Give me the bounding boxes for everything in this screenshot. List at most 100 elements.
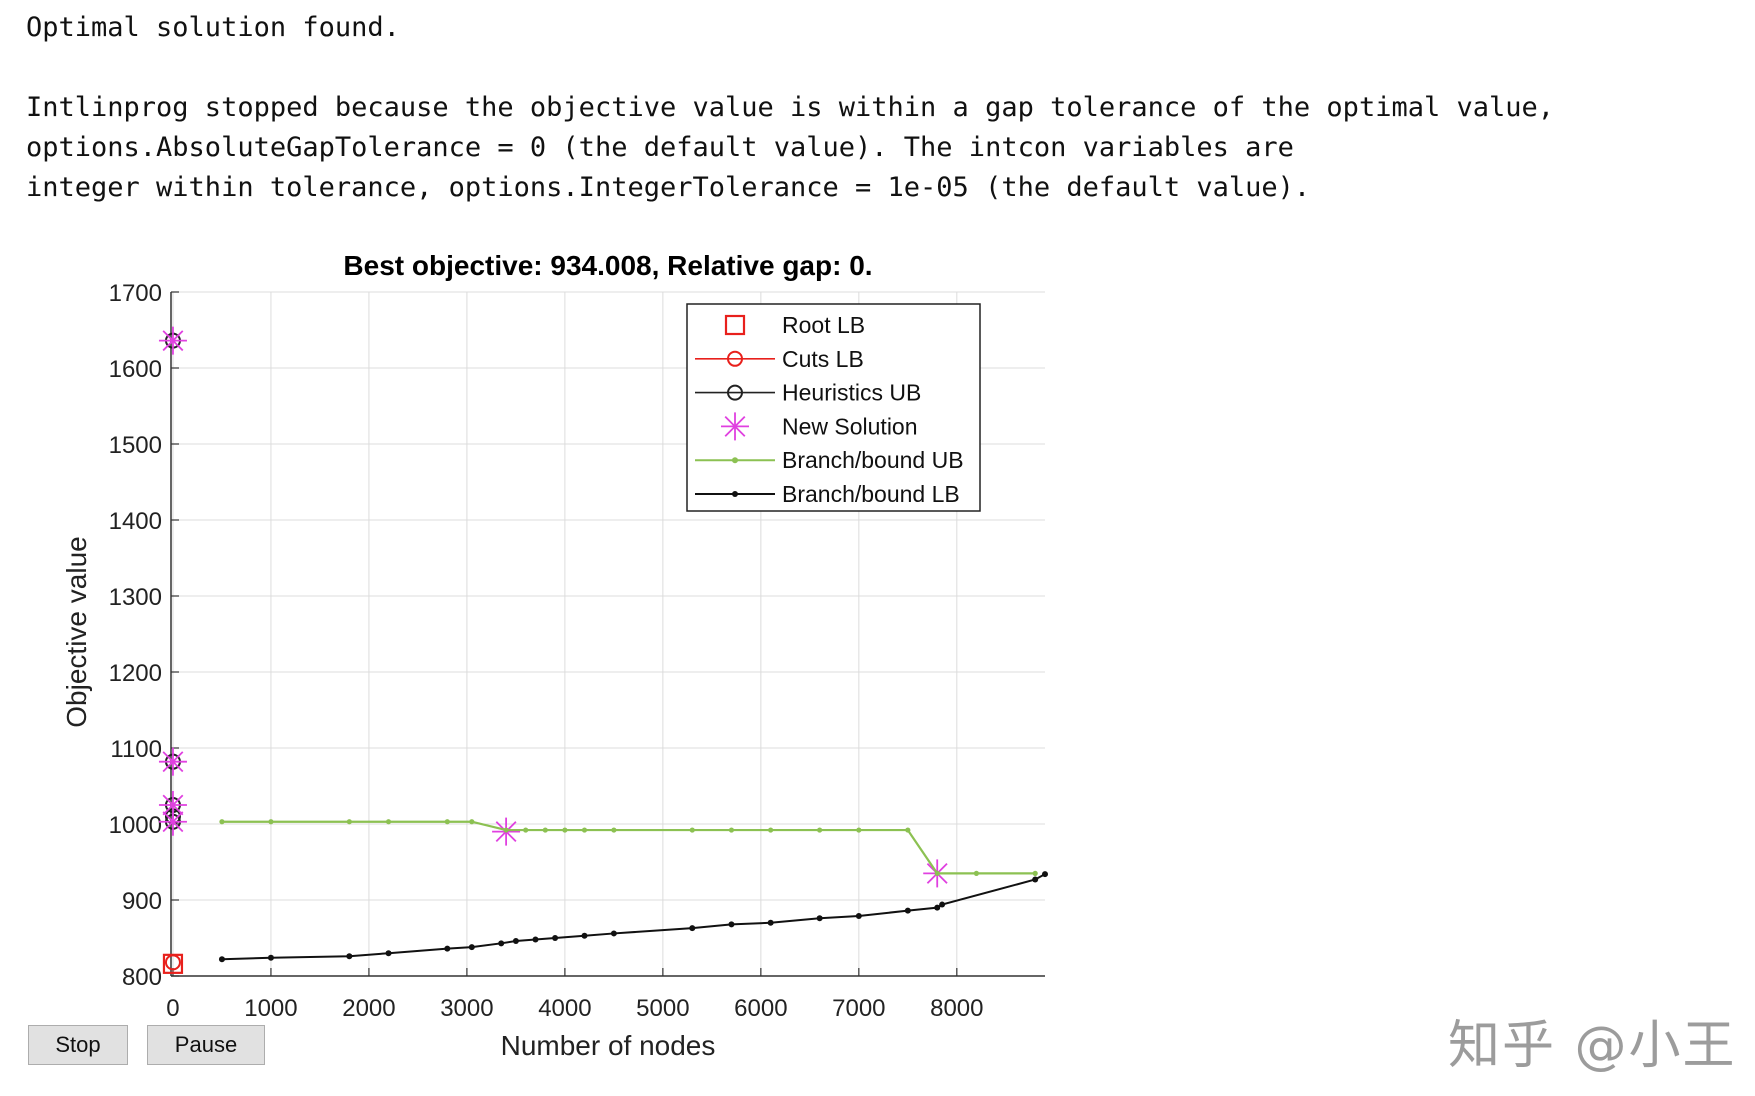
series-branch-bound-ub-point xyxy=(523,827,529,833)
y-tick-label: 1400 xyxy=(109,508,162,535)
legend-entry: Branch/bound UB xyxy=(695,447,964,473)
legend-entry: New Solution xyxy=(721,412,918,441)
optimization-plot: 0 1000 2000 3000 4000 5000 6000 7000 8000 800 900 1… xyxy=(0,230,1100,1080)
y-tick-label: 1500 xyxy=(109,432,162,459)
series xyxy=(158,326,1048,974)
message-line-1: Intlinprog stopped because the objective… xyxy=(26,92,1555,123)
series-branch-bound-ub-point xyxy=(934,870,940,877)
series-branch-bound-lb-point xyxy=(267,954,274,961)
series-branch-bound-lb-point xyxy=(610,930,617,937)
legend-label: Root LB xyxy=(782,312,865,338)
y-tick-label: 1100 xyxy=(110,736,162,763)
series-branch-bound-ub-point xyxy=(581,827,588,833)
series-branch-bound-lb-point xyxy=(552,935,559,941)
series-branch-bound-lb xyxy=(218,871,1048,963)
series-branch-bound-lb-point xyxy=(904,907,911,914)
series-branch-bound-ub-point xyxy=(611,827,617,833)
message-line-2: options.AbsoluteGapTolerance = 0 (the de… xyxy=(26,132,1294,163)
y-axis-label: Objective value xyxy=(61,536,92,727)
chart-title: Best objective: 934.008, Relative gap: 0… xyxy=(343,250,872,281)
status-line: Optimal solution found. xyxy=(26,12,400,43)
series-branch-bound-ub-point xyxy=(503,827,509,833)
series-branch-bound-lb-point xyxy=(512,938,519,945)
legend-swatch-point xyxy=(732,491,738,497)
series-branch-bound-lb-line xyxy=(221,873,1046,961)
pause-button[interactable]: Pause xyxy=(147,1025,265,1065)
legend-box xyxy=(686,303,981,512)
y-tick-label: 1700 xyxy=(109,280,162,307)
series-branch-bound-lb-point xyxy=(689,925,696,932)
legend-label: New Solution xyxy=(782,413,918,439)
legend-entry: Branch/bound LB xyxy=(695,481,960,507)
x-tick-label: 8000 xyxy=(930,995,983,1022)
x-tick-label: 2000 xyxy=(342,995,395,1022)
series-branch-bound-ub-point xyxy=(817,827,823,833)
series-branch-bound-lb-point xyxy=(498,940,505,947)
x-axis-label: Number of nodes xyxy=(501,1030,716,1061)
series-branch-bound-lb-point xyxy=(468,944,475,951)
legend-entry: Root LB xyxy=(724,312,865,338)
series-new-solution-point xyxy=(158,791,187,819)
series-branch-bound-ub-point xyxy=(905,827,911,833)
series-branch-bound-lb-point xyxy=(346,953,353,960)
x-tick-label: 6000 xyxy=(734,995,787,1022)
legend-entry: Cuts LB xyxy=(695,346,864,372)
series-branch-bound-ub-point xyxy=(444,819,450,825)
axes: 0 1000 2000 3000 4000 5000 6000 7000 8000 800 900 1… xyxy=(109,280,1045,1022)
series-branch-bound-lb-point xyxy=(218,956,225,963)
legend-label: Heuristics UB xyxy=(782,380,921,406)
series-new-solution-point xyxy=(158,807,187,836)
series-branch-bound-lb-point xyxy=(767,919,774,926)
legend-label: Branch/bound LB xyxy=(782,481,960,507)
series-branch-bound-ub-point xyxy=(542,827,548,833)
y-tick-label: 1000 xyxy=(109,812,162,839)
series-branch-bound-lb-point xyxy=(1042,871,1048,878)
blank-line xyxy=(26,48,1626,88)
series-branch-bound-lb-point xyxy=(939,901,946,908)
legend-swatch-marker xyxy=(727,350,743,367)
x-tick-label: 5000 xyxy=(636,995,689,1022)
series-branch-bound-lb-point xyxy=(855,912,862,919)
legend-swatch-marker xyxy=(727,384,743,401)
series-branch-bound-ub-point xyxy=(689,827,695,833)
series-branch-bound-ub-point xyxy=(856,827,862,833)
watermark: 知乎 @小王 xyxy=(1448,1016,1737,1076)
x-tick-label: 0 xyxy=(166,995,179,1022)
series-branch-bound-ub-point xyxy=(385,819,392,825)
message-line-3: integer within tolerance, options.Intege… xyxy=(26,172,1311,203)
console-output: Optimal solution found. Intlinprog stopp… xyxy=(26,8,1626,208)
legend-swatch-marker xyxy=(724,314,746,336)
series-branch-bound-lb-point xyxy=(1032,876,1039,883)
x-tick-label: 1000 xyxy=(244,995,297,1022)
x-tick-label: 4000 xyxy=(538,995,591,1022)
legend: Root LB Cuts LB Heuristics UB New Solution B… xyxy=(686,303,981,512)
series-cuts-lb xyxy=(164,954,181,971)
series-branch-bound-ub-point xyxy=(973,870,980,877)
series-branch-bound-ub-point xyxy=(346,819,352,825)
x-tick-label: 3000 xyxy=(440,995,493,1022)
y-tick-label: 800 xyxy=(122,964,162,991)
series-branch-bound-ub-point xyxy=(562,827,568,833)
y-tick-label: 1200 xyxy=(109,660,162,687)
y-tick-label: 1300 xyxy=(109,584,162,611)
series-branch-bound-ub-point xyxy=(469,819,475,825)
series-new-solution-point xyxy=(158,747,187,776)
series-branch-bound-ub-point xyxy=(768,827,774,833)
series-branch-bound-ub-point xyxy=(268,819,274,825)
y-tick-label: 900 xyxy=(122,888,162,915)
legend-swatch-point xyxy=(732,457,738,464)
x-tick-label: 7000 xyxy=(832,995,885,1022)
series-branch-bound-lb-point xyxy=(816,915,823,922)
series-branch-bound-lb-point xyxy=(532,936,539,943)
series-branch-bound-lb-point xyxy=(728,921,735,928)
legend-swatch-marker xyxy=(721,412,749,441)
series-branch-bound-lb-point xyxy=(934,904,941,911)
series-branch-bound-ub-point xyxy=(219,819,225,825)
legend-label: Branch/bound UB xyxy=(782,447,964,473)
stop-button[interactable]: Stop xyxy=(28,1025,128,1065)
series-branch-bound-ub-point xyxy=(728,827,735,833)
series-branch-bound-lb-point xyxy=(444,945,451,952)
series-branch-bound-lb-point xyxy=(581,932,588,939)
series-new-solution-point xyxy=(158,326,187,355)
y-tick-label: 1600 xyxy=(109,356,162,383)
